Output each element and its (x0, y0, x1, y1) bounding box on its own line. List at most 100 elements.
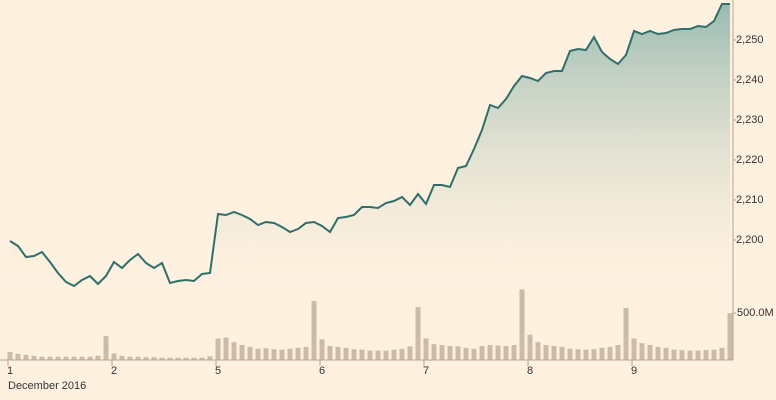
volume-bar (535, 342, 541, 360)
volume-bar (663, 347, 669, 360)
volume-bar (247, 346, 253, 360)
y-tick-label: 2,200 (736, 234, 764, 246)
volume-bar (503, 345, 509, 360)
volume-bar (31, 355, 37, 360)
x-tick-label: 6 (319, 365, 325, 377)
volume-bar (7, 352, 13, 360)
volume-bar (711, 349, 717, 360)
volume-bar (647, 345, 653, 360)
x-axis-label: December 2016 (8, 380, 86, 392)
volume-bar (639, 343, 645, 360)
volume-bar (687, 350, 693, 360)
volume-bar (471, 348, 477, 360)
volume-bar (559, 346, 565, 360)
volume-bar (431, 344, 437, 360)
volume-bar (519, 289, 525, 360)
volume-bar (455, 346, 461, 360)
volume-bar (79, 356, 85, 360)
volume-bar (271, 349, 277, 360)
volume-bar (527, 334, 533, 360)
volume-bar (151, 357, 157, 360)
volume-bar (23, 354, 29, 360)
volume-bar (255, 348, 261, 360)
volume-bar (239, 345, 245, 360)
x-tick-label: 1 (7, 365, 13, 377)
volume-bar (359, 349, 365, 360)
volume-bar (215, 338, 221, 360)
x-tick-label: 8 (527, 365, 533, 377)
x-tick-label: 2 (111, 365, 117, 377)
volume-bar (583, 349, 589, 360)
volume-bar (551, 345, 557, 360)
y-tick-label: 2,230 (736, 114, 764, 126)
volume-bar (175, 357, 181, 360)
volume-bar (39, 356, 45, 360)
price-area (10, 4, 730, 290)
volume-bar (287, 348, 293, 360)
volume-bar (159, 357, 165, 360)
volume-bar (407, 346, 413, 360)
volume-bar (223, 337, 229, 360)
volume-bar (655, 346, 661, 360)
volume-bar (343, 347, 349, 360)
volume-bar (567, 348, 573, 360)
volume-bar (607, 346, 613, 360)
volume-bar (447, 345, 453, 360)
volume-bar (415, 307, 421, 360)
volume-bar (303, 346, 309, 360)
volume-bar (191, 357, 197, 360)
volume-bar (111, 353, 117, 360)
volume-bar (263, 348, 269, 360)
volume-bar (15, 353, 21, 360)
volume-bar (135, 356, 141, 360)
volume-bar (479, 345, 485, 360)
volume-bar (623, 307, 629, 360)
volume-bar (319, 339, 325, 360)
volume-bar (143, 357, 149, 360)
y-tick-label: 2,250 (736, 34, 764, 46)
volume-bar (207, 356, 213, 360)
volume-bar (575, 349, 581, 360)
volume-bar (351, 349, 357, 360)
volume-bar (183, 357, 189, 360)
volume-bar (119, 355, 125, 360)
volume-bar (55, 356, 61, 360)
y-tick-label: 2,210 (736, 194, 764, 206)
volume-bar (671, 349, 677, 360)
volume-bar (719, 347, 725, 360)
volume-bar (399, 348, 405, 360)
volume-bar (231, 342, 237, 360)
volume-bar (103, 336, 109, 360)
volume-bar (375, 350, 381, 360)
volume-bar (127, 356, 133, 360)
volume-bar (543, 345, 549, 360)
y2-tick-label: 500.0M (737, 307, 774, 319)
volume-bar (167, 357, 173, 360)
volume-bar (199, 357, 205, 360)
price-line (9, 3, 730, 288)
volume-bar (679, 350, 685, 360)
volume-bar (423, 338, 429, 360)
x-tick-label: 5 (215, 365, 221, 377)
volume-bar (615, 345, 621, 360)
volume-bar (703, 350, 709, 360)
volume-bar (599, 347, 605, 360)
volume-bar (71, 356, 77, 360)
volume-bar (295, 347, 301, 360)
volume-bar (591, 349, 597, 360)
volume-bar (87, 356, 93, 360)
volume-bar (335, 346, 341, 360)
volume-bar (695, 350, 701, 360)
volume-bar (63, 356, 69, 360)
volume-bar (279, 349, 285, 360)
volume-bar (487, 345, 493, 360)
volume-bar (727, 313, 733, 360)
y-tick-label: 2,240 (736, 74, 764, 86)
volume-bar (47, 356, 53, 360)
y-tick-label: 2,220 (736, 154, 764, 166)
x-tick-label: 9 (631, 365, 637, 377)
x-tick-label: 7 (423, 365, 429, 377)
volume-bar (95, 355, 101, 360)
volume-bar (391, 349, 397, 360)
